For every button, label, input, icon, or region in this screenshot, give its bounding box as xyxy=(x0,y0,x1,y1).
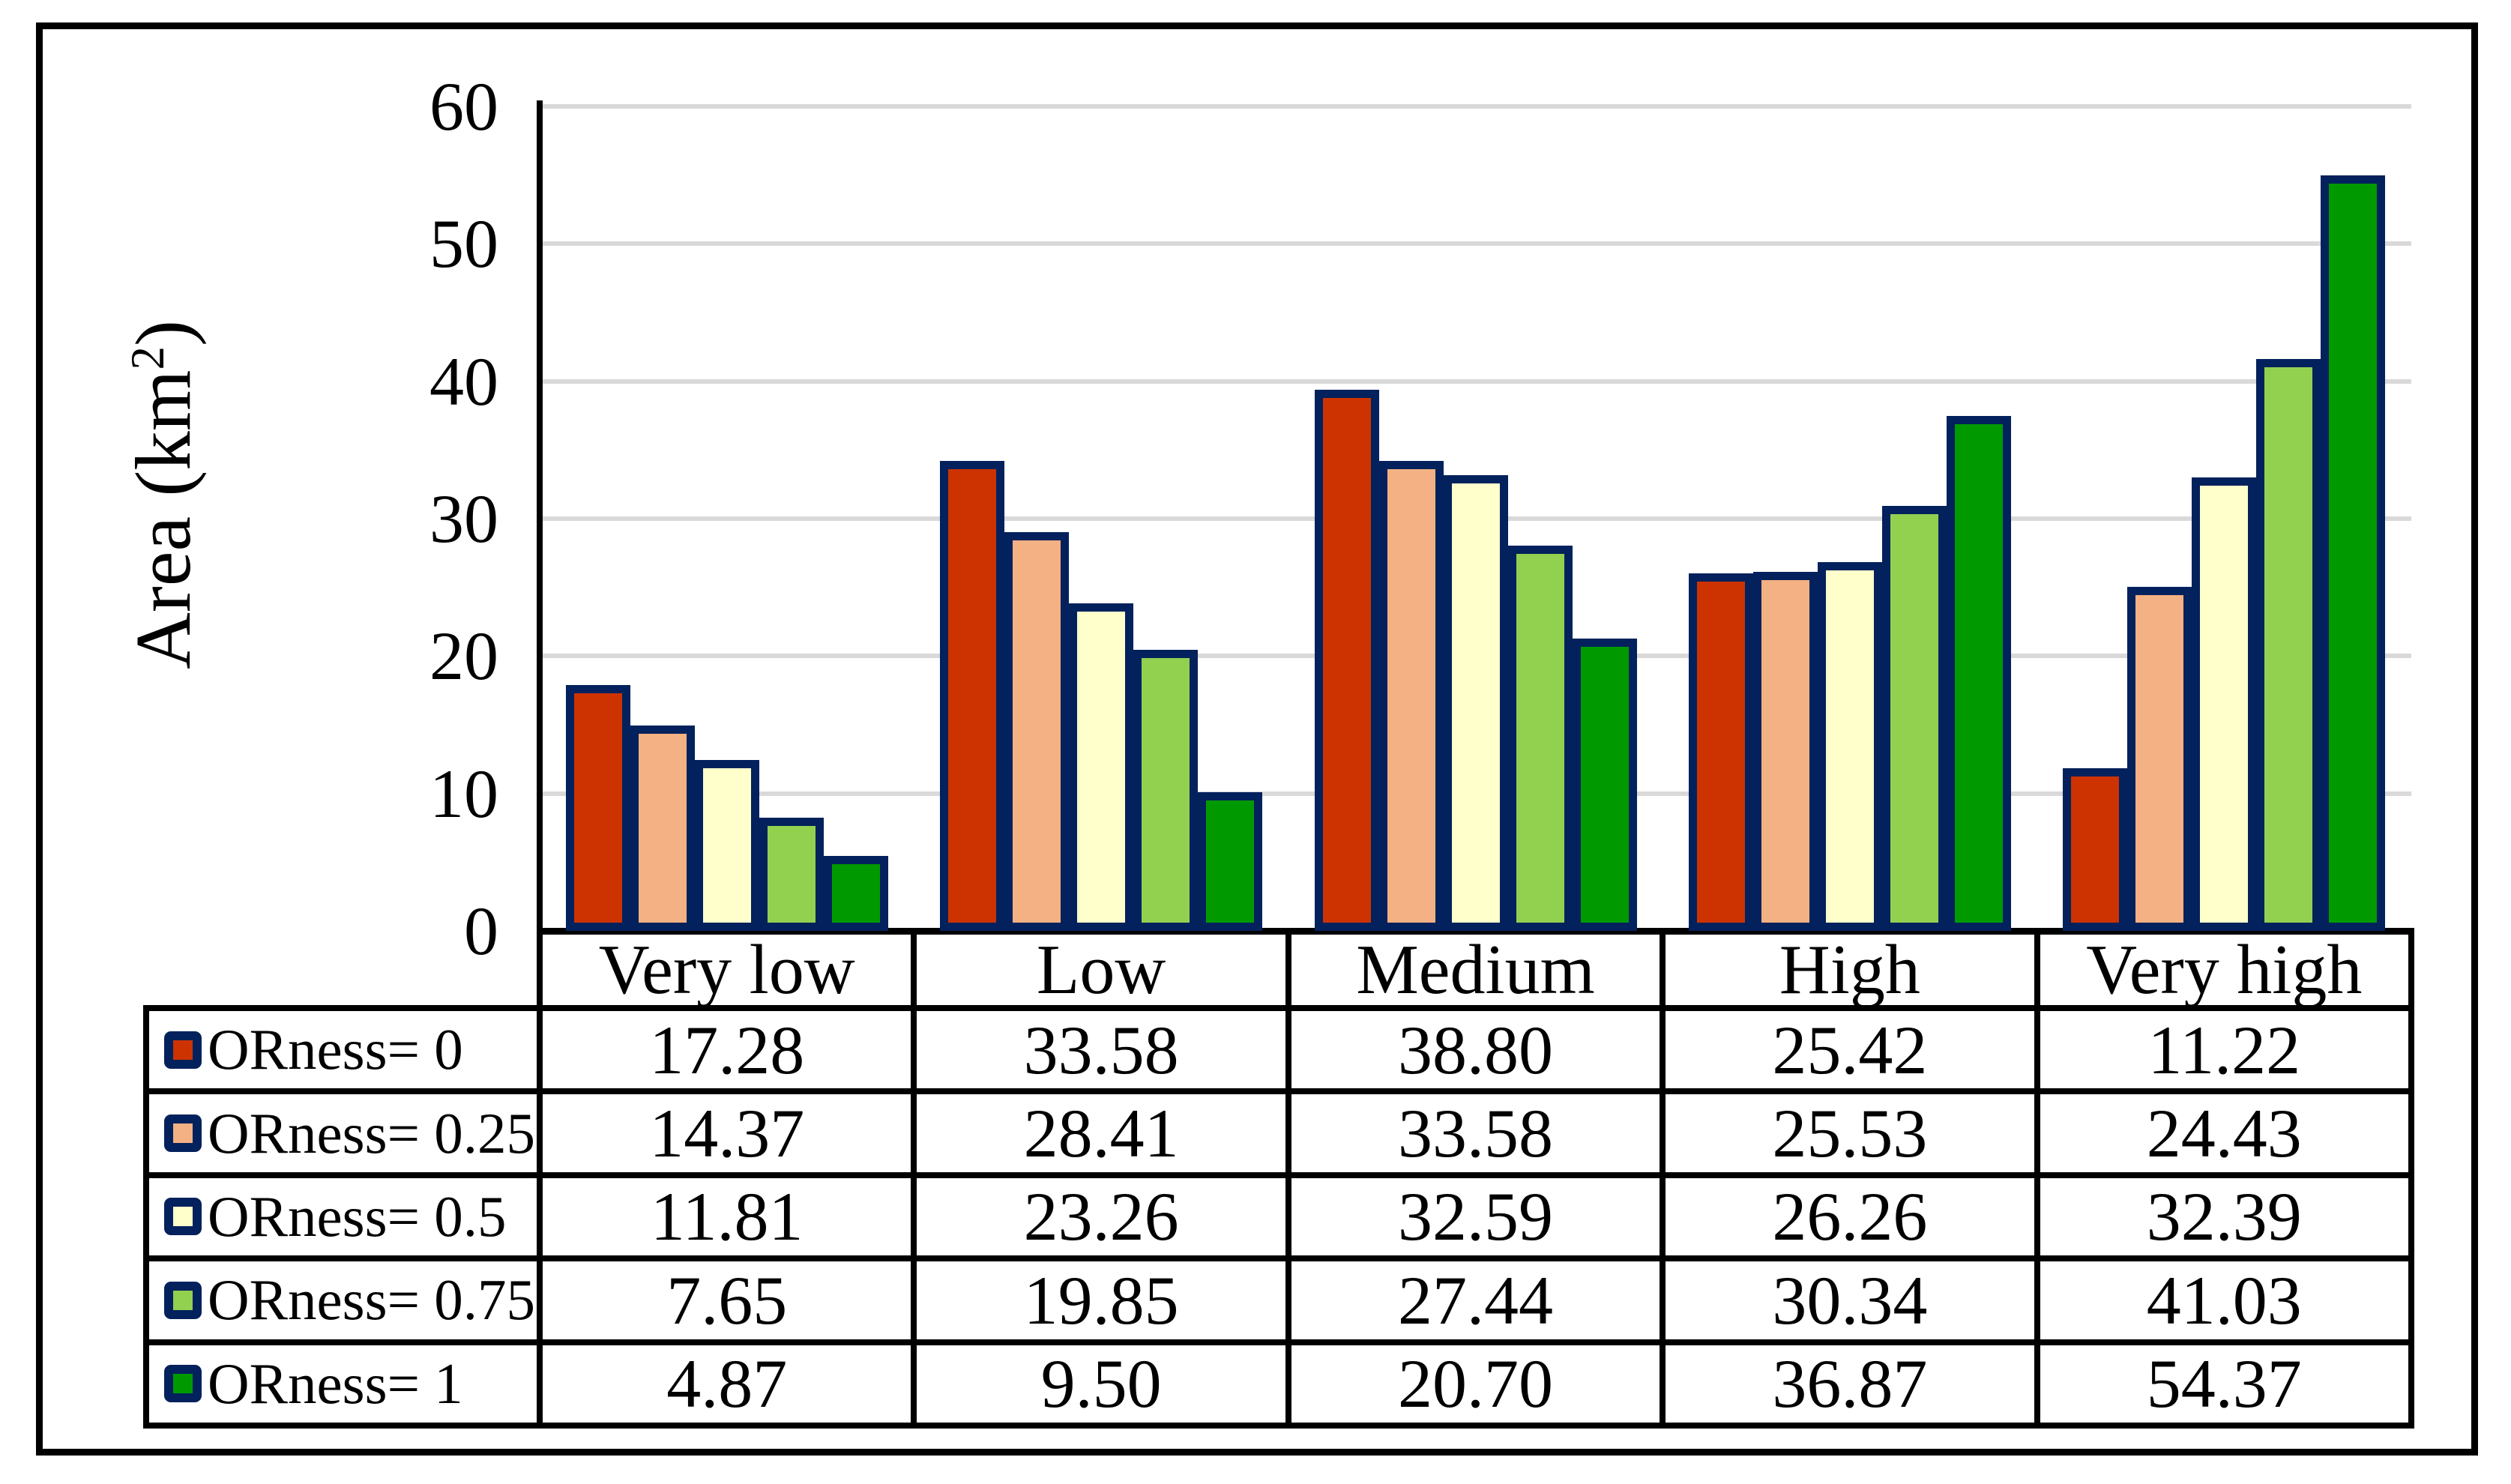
table-header-very-low: Very low xyxy=(598,930,855,1009)
bar-medium-series-2 xyxy=(1443,474,1508,931)
legend-item-0: ORness= 0 xyxy=(146,1008,540,1091)
y-tick-label-0: 0 xyxy=(464,893,498,969)
bar-low-series-3 xyxy=(1133,650,1199,931)
table-hline-0 xyxy=(143,1005,2414,1011)
y-tick-label-30: 30 xyxy=(429,480,498,557)
legend-label-0: ORness= 0 xyxy=(208,1017,463,1082)
table-cell-r0-c3: 25.42 xyxy=(1772,1011,1928,1088)
bar-very-low-series-0 xyxy=(565,685,630,931)
bar-very-high-series-4 xyxy=(2321,175,2386,931)
legend-swatch-2 xyxy=(164,1198,202,1236)
table-vline-left xyxy=(143,1005,149,1429)
legend-swatch-4 xyxy=(164,1365,202,1403)
y-tick-label-20: 20 xyxy=(429,618,498,695)
bar-very-high-series-0 xyxy=(2063,768,2128,931)
table-cell-r0-c0: 17.28 xyxy=(649,1011,805,1088)
table-vline-4 xyxy=(2034,931,2040,1429)
y-axis-title-superscript: 2 xyxy=(121,346,175,370)
table-cell-r3-c0: 7.65 xyxy=(666,1261,788,1339)
table-cell-r4-c2: 20.70 xyxy=(1397,1345,1553,1423)
table-cell-r0-c1: 33.58 xyxy=(1023,1011,1179,1088)
bar-very-low-series-2 xyxy=(694,760,759,931)
bar-medium-series-1 xyxy=(1378,461,1444,931)
table-cell-r1-c0: 14.37 xyxy=(649,1095,805,1172)
table-cell-r0-c4: 11.22 xyxy=(2147,1011,2301,1088)
bar-high-series-4 xyxy=(1946,416,2011,931)
legend-swatch-1 xyxy=(164,1114,202,1153)
legend-item-3: ORness= 0.75 xyxy=(146,1258,540,1342)
table-vline-1 xyxy=(911,931,917,1429)
table-cell-r2-c0: 11.81 xyxy=(650,1178,804,1255)
bar-high-series-1 xyxy=(1752,571,1818,931)
y-tick-label-10: 10 xyxy=(429,755,498,832)
gridline-y50 xyxy=(540,241,2411,247)
table-header-medium: Medium xyxy=(1356,930,1595,1009)
legend-label-4: ORness= 1 xyxy=(208,1351,463,1416)
bar-low-series-4 xyxy=(1198,791,1263,931)
y-axis-line xyxy=(537,100,543,931)
bar-medium-series-3 xyxy=(1507,545,1573,931)
table-cell-r1-c2: 33.58 xyxy=(1397,1095,1553,1172)
table-cell-r3-c4: 41.03 xyxy=(2146,1261,2302,1339)
table-cell-r3-c3: 30.34 xyxy=(1772,1261,1928,1339)
bar-high-series-2 xyxy=(1817,561,1882,931)
y-axis-title: Area (km2) xyxy=(119,320,207,669)
table-hline-5 xyxy=(143,1423,2414,1429)
legend-label-1: ORness= 0.25 xyxy=(208,1100,535,1165)
bar-very-low-series-3 xyxy=(759,817,824,931)
table-header-high: High xyxy=(1779,930,1920,1009)
y-tick-label-40: 40 xyxy=(429,343,498,420)
bar-high-series-3 xyxy=(1881,505,1947,931)
legend-item-4: ORness= 1 xyxy=(146,1342,540,1426)
table-cell-r1-c4: 24.43 xyxy=(2146,1095,2302,1172)
table-vline-2 xyxy=(1285,931,1291,1429)
y-tick-label-50: 50 xyxy=(429,205,498,283)
table-cell-r2-c2: 32.59 xyxy=(1397,1178,1553,1255)
gridline-y40 xyxy=(540,378,2411,384)
table-cell-r0-c2: 38.80 xyxy=(1397,1011,1553,1088)
table-cell-r1-c1: 28.41 xyxy=(1023,1095,1179,1172)
table-vline-3 xyxy=(1660,931,1666,1429)
gridline-y60 xyxy=(540,104,2411,109)
bar-very-low-series-1 xyxy=(630,725,695,931)
legend-swatch-0 xyxy=(164,1031,202,1069)
bar-low-series-2 xyxy=(1069,603,1134,931)
bar-low-series-0 xyxy=(940,461,1005,931)
table-header-low: Low xyxy=(1036,930,1166,1009)
table-cell-r4-c3: 36.87 xyxy=(1772,1345,1928,1423)
table-cell-r3-c1: 19.85 xyxy=(1023,1261,1179,1339)
table-hline-1 xyxy=(143,1088,2414,1095)
table-vline-5 xyxy=(2408,931,2414,1429)
bar-very-low-series-4 xyxy=(823,855,888,931)
bar-medium-series-0 xyxy=(1314,389,1379,931)
bar-medium-series-4 xyxy=(1572,638,1637,931)
figure-border xyxy=(36,22,2478,1456)
table-cell-r1-c3: 25.53 xyxy=(1772,1095,1928,1172)
table-cell-r2-c4: 32.39 xyxy=(2146,1178,2302,1255)
bar-very-high-series-2 xyxy=(2192,477,2257,931)
table-cell-r4-c4: 54.37 xyxy=(2146,1345,2302,1423)
x-axis-line xyxy=(537,928,2414,935)
table-cell-r3-c2: 27.44 xyxy=(1397,1261,1553,1339)
table-cell-r2-c1: 23.26 xyxy=(1023,1178,1179,1255)
table-hline-3 xyxy=(143,1255,2414,1262)
bar-high-series-0 xyxy=(1688,573,1753,931)
bar-very-high-series-1 xyxy=(2127,587,2192,931)
legend-swatch-3 xyxy=(164,1281,202,1319)
table-header-very-high: Very high xyxy=(2086,930,2363,1009)
table-cell-r2-c3: 26.26 xyxy=(1772,1178,1928,1255)
legend-item-2: ORness= 0.5 xyxy=(146,1175,540,1258)
table-hline-4 xyxy=(143,1339,2414,1345)
legend-label-3: ORness= 0.75 xyxy=(208,1267,535,1333)
y-tick-label-60: 60 xyxy=(429,68,498,145)
bar-very-high-series-3 xyxy=(2256,358,2321,931)
bar-low-series-1 xyxy=(1004,532,1070,931)
table-hline-2 xyxy=(143,1171,2414,1178)
table-vline-0 xyxy=(537,931,543,1429)
table-cell-r4-c0: 4.87 xyxy=(666,1345,788,1423)
table-cell-r4-c1: 9.50 xyxy=(1040,1345,1162,1423)
legend-label-2: ORness= 0.5 xyxy=(208,1183,507,1249)
legend-item-1: ORness= 0.25 xyxy=(146,1091,540,1174)
